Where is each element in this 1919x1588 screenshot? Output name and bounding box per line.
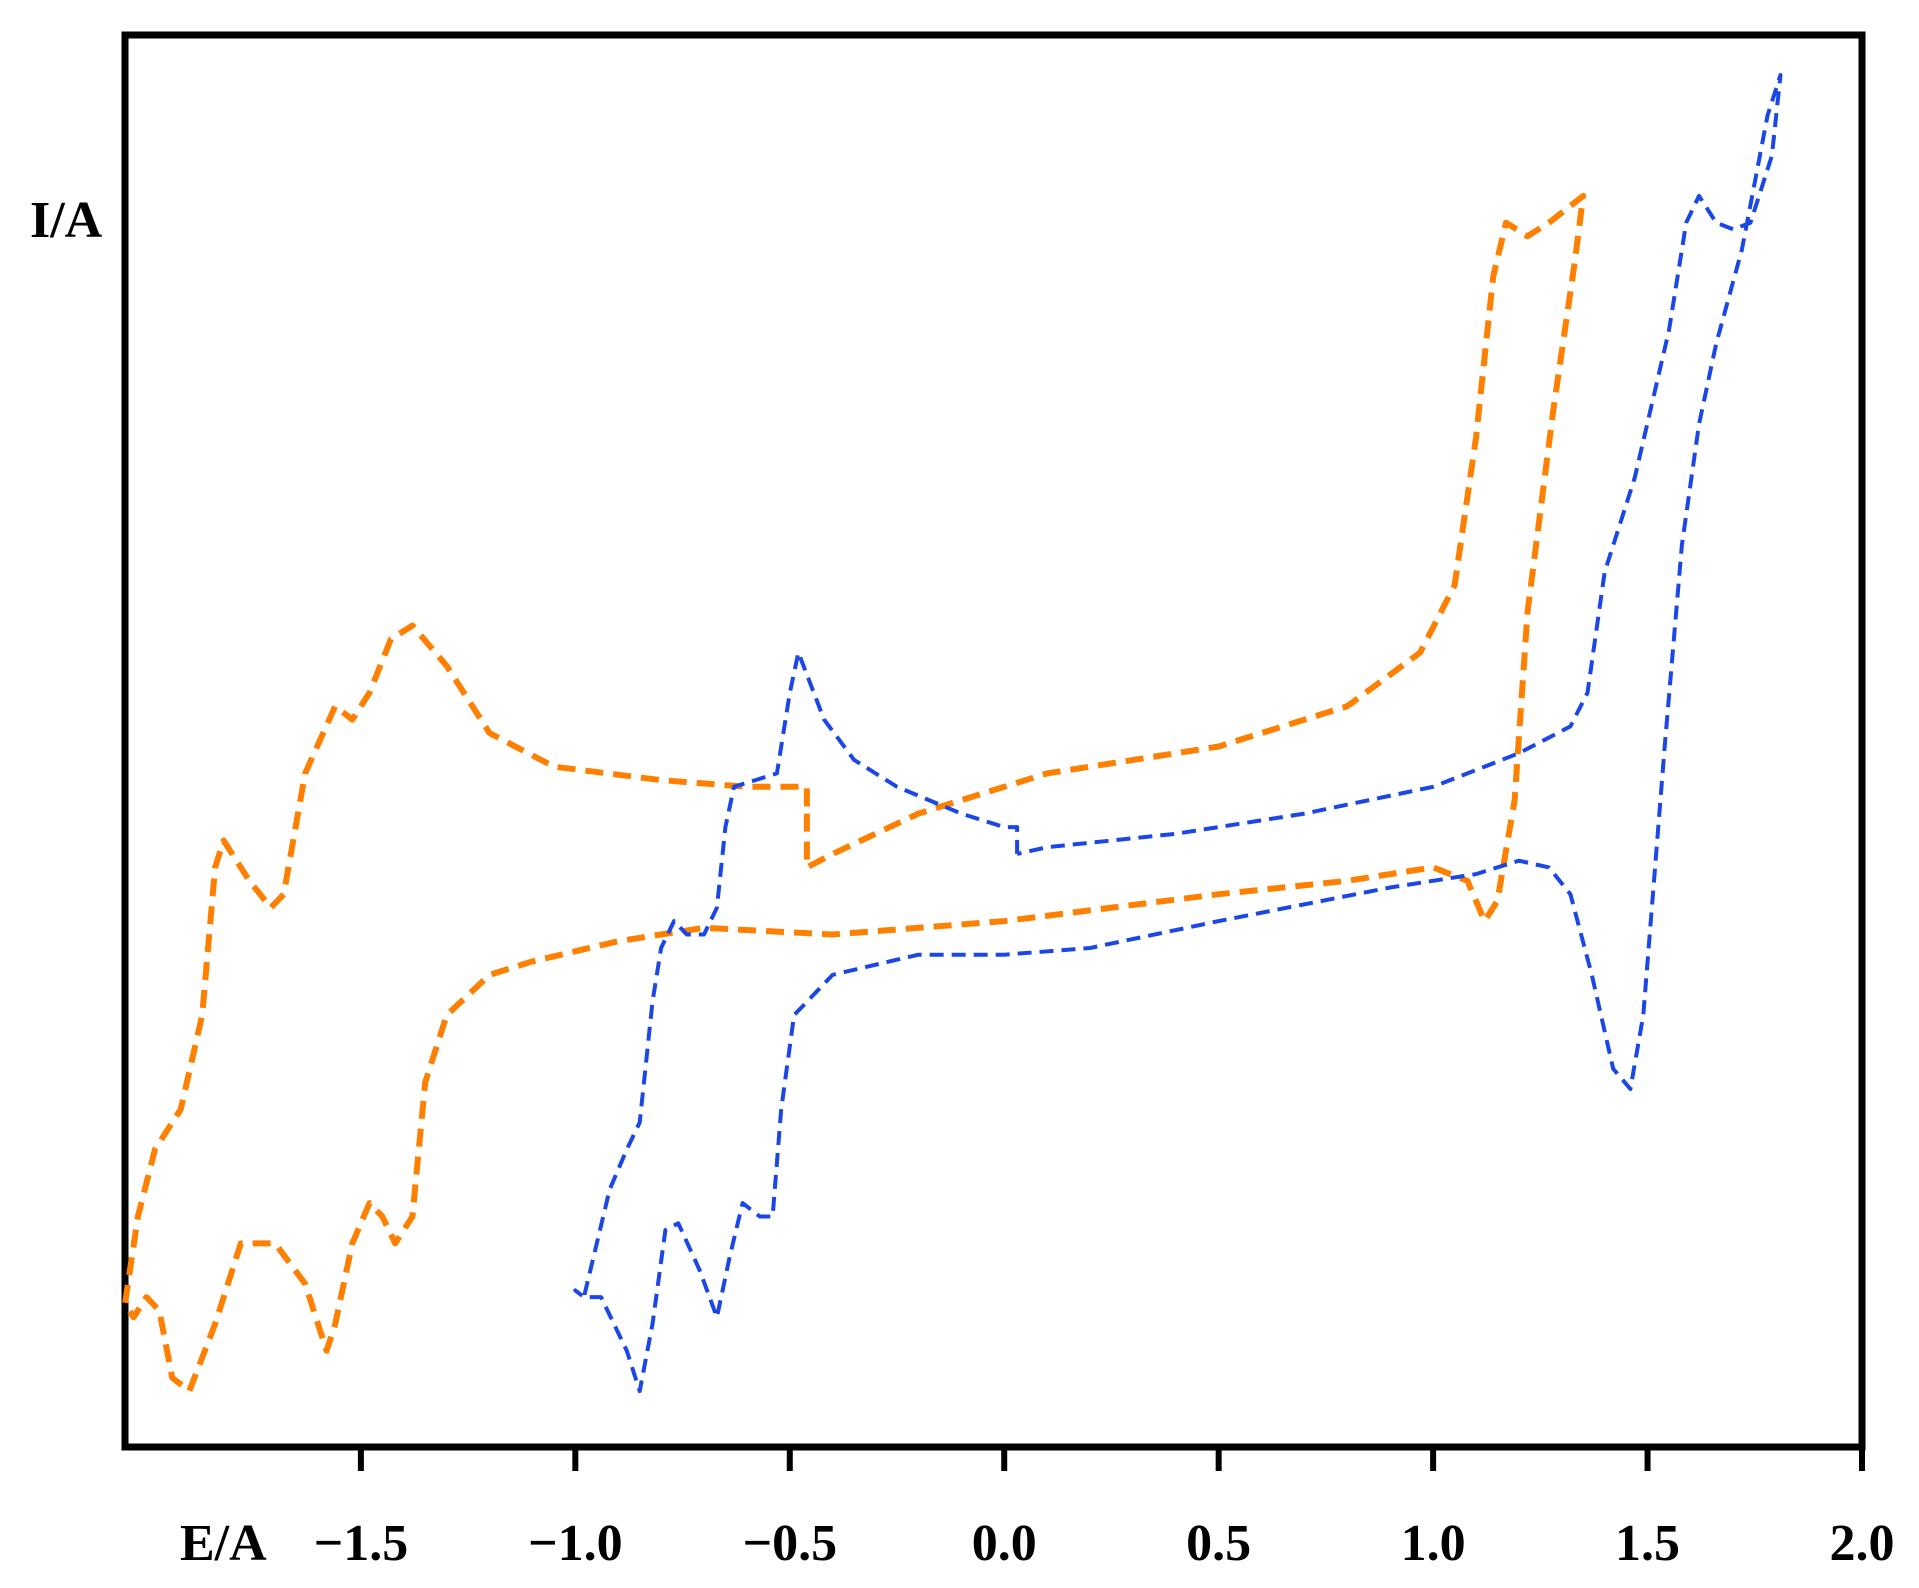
x-axis-label: E/A — [180, 1515, 267, 1572]
x-axis-ticks — [357, 1447, 1865, 1471]
y-axis-label: I/A — [30, 192, 103, 249]
x-tick-label: 1.5 — [1615, 1515, 1680, 1572]
x-tick-label: −1.5 — [314, 1515, 409, 1572]
x-axis-tick-labels: −1.5 −1.0 −0.5 0.0 0.5 1.0 1.5 2.0 — [314, 1515, 1895, 1572]
x-tick-label: 1.0 — [1401, 1515, 1466, 1572]
plot-frame — [121, 31, 1866, 1451]
series-layer — [122, 73, 1783, 1395]
x-tick-label: −1.0 — [528, 1515, 623, 1572]
series-line-2 — [573, 73, 1783, 1394]
series-line-1 — [122, 192, 1587, 1395]
x-tick-label: 0.0 — [972, 1515, 1037, 1572]
x-tick-label: 2.0 — [1830, 1515, 1895, 1572]
x-tick-label: −0.5 — [742, 1515, 837, 1572]
x-tick-label: 0.5 — [1186, 1515, 1251, 1572]
